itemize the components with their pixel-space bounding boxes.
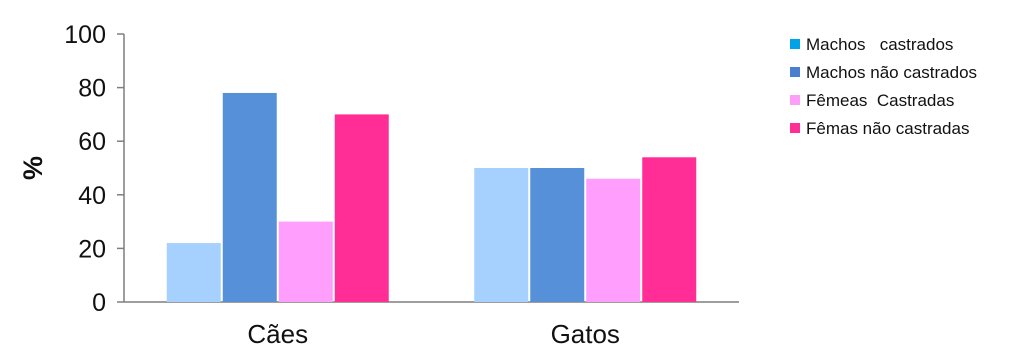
y-axis-label: %: [18, 156, 48, 180]
legend-swatch: [790, 39, 800, 49]
bars-group: [166, 92, 697, 303]
y-tick-label: 60: [78, 128, 106, 156]
category-labels: Cães Gatos: [247, 319, 620, 349]
x-category-label: Gatos: [551, 319, 620, 349]
x-category-label: Cães: [247, 319, 308, 349]
y-tick-label: 0: [92, 289, 106, 317]
bar-cães-series-1: [166, 243, 221, 302]
legend-swatch: [790, 67, 800, 77]
legend-label: Fêmeas Castradas: [806, 91, 954, 110]
bar-cães-series-3: [278, 221, 333, 302]
bar-cães-series-2: [222, 92, 277, 303]
bar-cães-series-4: [334, 114, 389, 303]
bar-gatos-series-3: [586, 178, 641, 302]
legend-label: Fêmas não castradas: [806, 119, 969, 138]
y-axis-ticks: 0 20 40 60 80 100: [64, 21, 124, 317]
y-tick-label: 80: [78, 75, 106, 103]
bar-gatos-series-2: [530, 168, 585, 302]
bar-gatos-series-1: [474, 168, 529, 302]
legend-label: Machos castrados: [806, 35, 953, 54]
legend-label: Machos não castrados: [806, 63, 977, 82]
y-tick-label: 20: [78, 235, 106, 263]
y-tick-label: 40: [78, 182, 106, 210]
legend: Machos castrados Machos não castrados Fême…: [790, 35, 977, 138]
legend-swatch: [790, 95, 800, 105]
y-tick-label: 100: [64, 21, 106, 49]
bar-gatos-series-4: [642, 157, 697, 302]
legend-swatch: [790, 123, 800, 133]
